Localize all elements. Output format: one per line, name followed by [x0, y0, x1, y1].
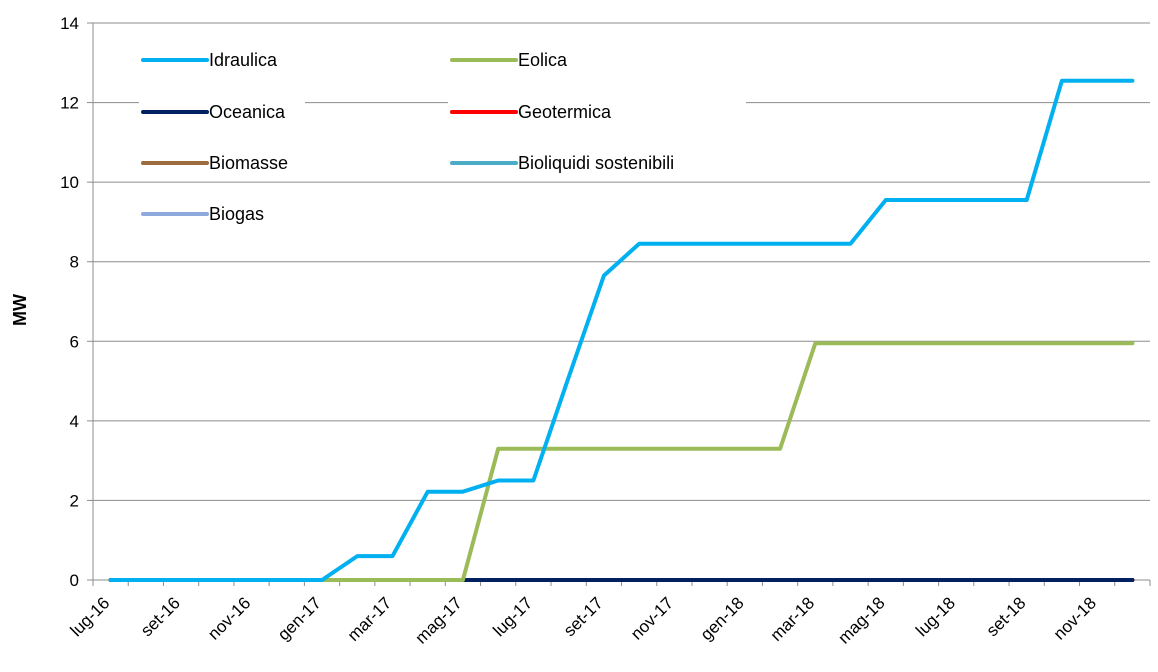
x-tick-label: gen-18 — [697, 593, 748, 644]
x-tick-label: lug-16 — [67, 593, 114, 640]
x-tick-label: gen-17 — [274, 593, 325, 644]
legend-label: Eolica — [518, 50, 568, 70]
y-tick-label: 10 — [60, 173, 79, 192]
y-tick-label: 2 — [70, 491, 79, 510]
legend-label: Biomasse — [209, 153, 288, 173]
series-line-eolica — [108, 341, 1135, 582]
x-tick-label: mar-18 — [767, 593, 819, 645]
legend: Idraulica Eolica Oceanica Geotermica Biomass… — [139, 48, 746, 226]
y-tick-label: 8 — [70, 253, 79, 272]
y-tick-label: 12 — [60, 94, 79, 113]
x-tick-label: nov-17 — [627, 593, 677, 643]
x-tick-label: mag-18 — [834, 593, 888, 647]
x-tick-label: nov-16 — [204, 593, 254, 643]
y-tick-label: 4 — [70, 412, 79, 431]
y-axis-title: MW — [10, 294, 30, 326]
y-tick-label: 14 — [60, 14, 79, 33]
x-tick-label: lug-17 — [489, 593, 536, 640]
x-tick-label: set-18 — [983, 593, 1030, 640]
y-tick-label: 6 — [70, 332, 79, 351]
series-line-idraulica — [108, 78, 1135, 582]
legend-label: Geotermica — [518, 102, 612, 122]
legend-label: Biogas — [209, 204, 264, 224]
x-tick-label: mar-17 — [344, 593, 396, 645]
legend-label: Bioliquidi sostenibili — [518, 153, 674, 173]
series-lines — [108, 78, 1135, 582]
legend-label: Oceanica — [209, 102, 286, 122]
x-tick-label: mag-17 — [412, 593, 466, 647]
x-tick-label: set-17 — [560, 593, 607, 640]
y-tick-label: 0 — [70, 571, 79, 590]
legend-label: Idraulica — [209, 50, 278, 70]
x-tick-label: set-16 — [137, 593, 184, 640]
x-tick-label: lug-18 — [912, 593, 959, 640]
x-tick-label: nov-18 — [1050, 593, 1100, 643]
